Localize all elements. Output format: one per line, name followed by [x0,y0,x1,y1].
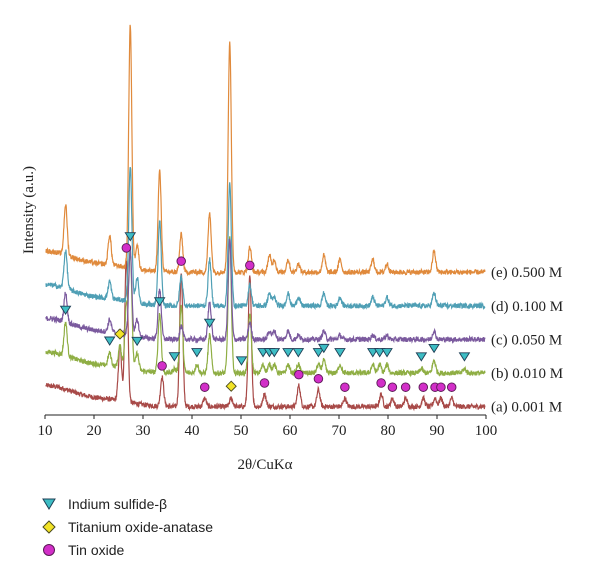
diamond-icon [42,519,56,534]
indium-sulfide-marker [428,343,440,354]
y-axis-label: Intensity (a.u.) [21,166,37,254]
x-tick-label: 30 [136,423,151,439]
series-line-b [45,236,486,378]
titanium-oxide-marker [225,380,237,392]
indium-sulfide-marker [168,352,181,362]
series-label-b: (b) 0.010 M [491,366,563,382]
indium-sulfide-marker [235,356,248,366]
indium-sulfide-marker [381,348,393,358]
tin-oxide-marker [418,382,429,392]
x-tick-labels: 10 20 30 40 50 60 70 80 90 100 [38,415,498,439]
tin-oxide-marker [376,378,386,388]
x-tick-label: 70 [332,423,347,439]
indium-sulfide-marker [312,348,325,358]
indium-sulfide-marker [373,348,386,358]
series-label-a: (a) 0.001 M [491,400,562,416]
series-line-e [45,24,486,277]
x-tick-label: 10 [38,423,53,439]
tin-oxide-marker [176,256,186,266]
indium-sulfide-marker [334,348,346,358]
titanium-oxide-marker [114,328,126,340]
indium-sulfide-marker [131,336,143,347]
tin-oxide-marker [436,382,446,392]
x-axis-label: 2θ/CuKα [237,457,292,473]
indium-sulfide-marker [317,343,330,354]
x-tick-label: 50 [234,423,249,439]
x-tick-label: 40 [185,423,200,439]
tin-oxide-marker [245,260,255,271]
indium-sulfide-marker [59,305,72,316]
series-line-d [45,167,486,311]
x-tick-label: 100 [475,423,498,439]
legend-label-indium-sulfide: Indium sulfide-β [68,495,168,512]
series-labels: (a) 0.001 M (b) 0.010 M (c) 0.050 M (d) 0.1… [491,265,563,415]
series-label-e: (e) 0.500 M [491,265,562,281]
indium-sulfide-marker [124,232,137,242]
legend-item-tin-oxide: Tin oxide [38,538,338,561]
tin-oxide-marker [387,382,398,392]
tin-oxide-marker [199,382,210,392]
indium-sulfide-marker [415,352,428,362]
tin-oxide-marker [294,369,304,380]
indium-sulfide-marker [268,348,281,358]
legend: Indium sulfide-β Titanium oxide-anatase … [38,492,338,561]
indium-sulfide-marker [292,348,305,358]
indium-sulfide-marker [153,297,166,307]
tin-oxide-marker [259,378,270,388]
x-tick-label: 80 [381,423,396,439]
indium-sulfide-marker [282,348,294,358]
legend-item-titanium-oxide: Titanium oxide-anatase [38,515,338,538]
legend-item-indium-sulfide: Indium sulfide-β [38,492,338,515]
legend-label-tin-oxide: Tin oxide [68,541,125,558]
tin-oxide-marker [340,382,350,392]
indium-sulfide-marker [103,336,116,346]
tin-oxide-marker [157,361,167,371]
tin-oxide-marker [313,374,324,384]
indium-sulfide-marker [366,348,379,358]
circle-icon [43,543,55,556]
series-label-d: (d) 0.100 M [491,299,563,315]
marker-layer [59,232,471,392]
tin-oxide-marker [446,382,457,392]
x-tick-label: 60 [283,423,298,439]
legend-label-titanium-oxide: Titanium oxide-anatase [68,518,214,535]
series-label-c: (c) 0.050 M [491,332,562,348]
indium-sulfide-marker [458,352,471,362]
down-triangle-icon [42,498,56,510]
indium-sulfide-marker [203,318,216,329]
tin-oxide-marker [400,382,411,392]
x-tick-label: 20 [87,423,102,439]
tin-oxide-marker [121,243,132,253]
indium-sulfide-marker [191,348,203,358]
x-tick-label: 90 [430,423,445,439]
